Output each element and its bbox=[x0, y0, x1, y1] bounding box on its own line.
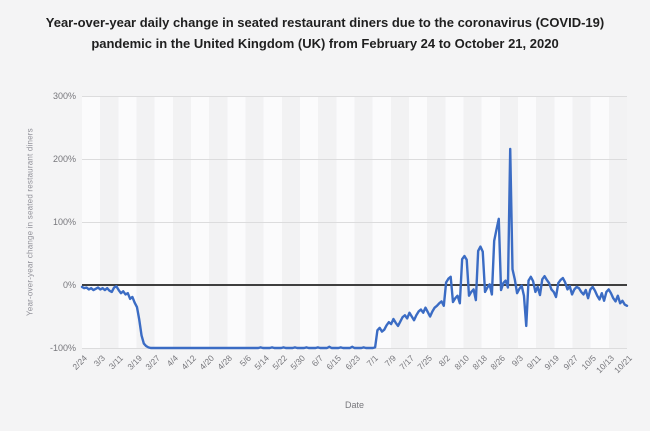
chart-title: Year-over-year daily change in seated re… bbox=[45, 15, 605, 51]
gridline-200 bbox=[82, 159, 627, 160]
diners-line-series bbox=[80, 147, 629, 350]
y-tick-label: 0% bbox=[62, 280, 76, 290]
y-tick-label: -100% bbox=[49, 343, 76, 353]
gridline-100 bbox=[82, 222, 627, 223]
x-axis-title: Date bbox=[344, 400, 364, 410]
line-chart-canvas bbox=[80, 147, 629, 350]
plot-area bbox=[80, 96, 629, 350]
y-tick-label: 300% bbox=[52, 91, 76, 101]
gridline-300 bbox=[82, 96, 627, 97]
y-tick-label: 100% bbox=[52, 217, 76, 227]
y-tick-label: 200% bbox=[52, 154, 76, 164]
zero-baseline bbox=[82, 284, 627, 286]
